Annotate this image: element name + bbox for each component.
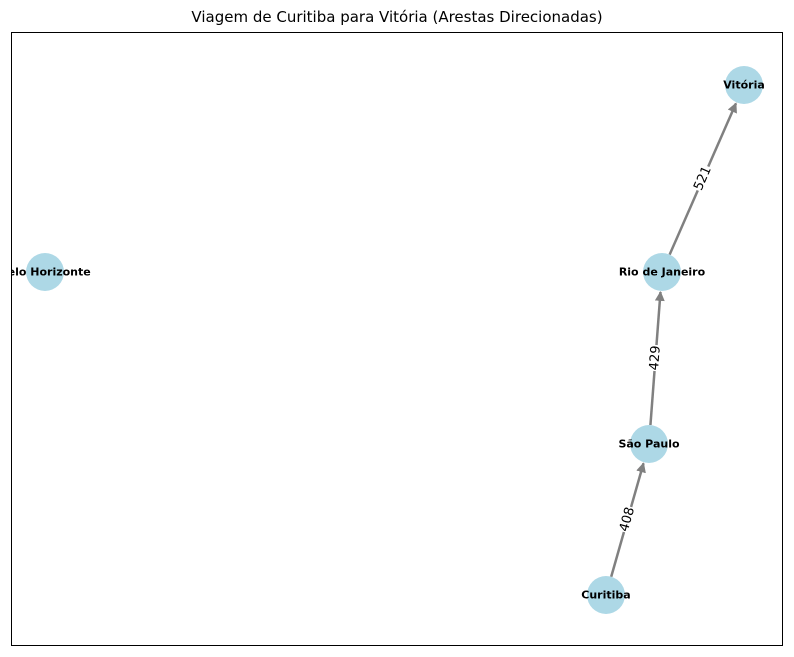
edge-label-background [616,504,639,535]
edge-label-group: 521 [690,163,716,194]
plot-area: 408 429 521 Vitória Belo Horizonte Rio de Jan… [11,32,783,646]
node-label-sp: São Paulo [618,438,680,451]
node-vitoria [725,66,763,104]
node-label-curitiba: Curitiba [581,589,630,602]
edges-layer [610,102,738,578]
graph-canvas: 408 429 521 Vitória Belo Horizonte Rio de Jan… [12,66,765,614]
node-sp [630,425,668,463]
edge-label-group: 408 [616,504,639,535]
labels-layer: 408 429 521 Vitória Belo Horizonte Rio de Jan… [12,79,765,602]
edge-label: 429 [647,345,664,371]
node-bh [26,253,64,291]
edge-label-background [646,344,665,372]
node-label-bh: Belo Horizonte [12,266,91,279]
chart-title: Viagem de Curitiba para Vitória (Arestas… [191,8,603,26]
edge-label-background [690,163,716,194]
node-label-rio: Rio de Janeiro [619,266,706,279]
node-curitiba [587,576,625,614]
node-rio [643,253,681,291]
edge-label: 408 [617,506,638,534]
edge-label-group: 429 [646,344,665,372]
node-label-vitoria: Vitória [723,79,765,92]
nodes-layer [26,66,763,614]
